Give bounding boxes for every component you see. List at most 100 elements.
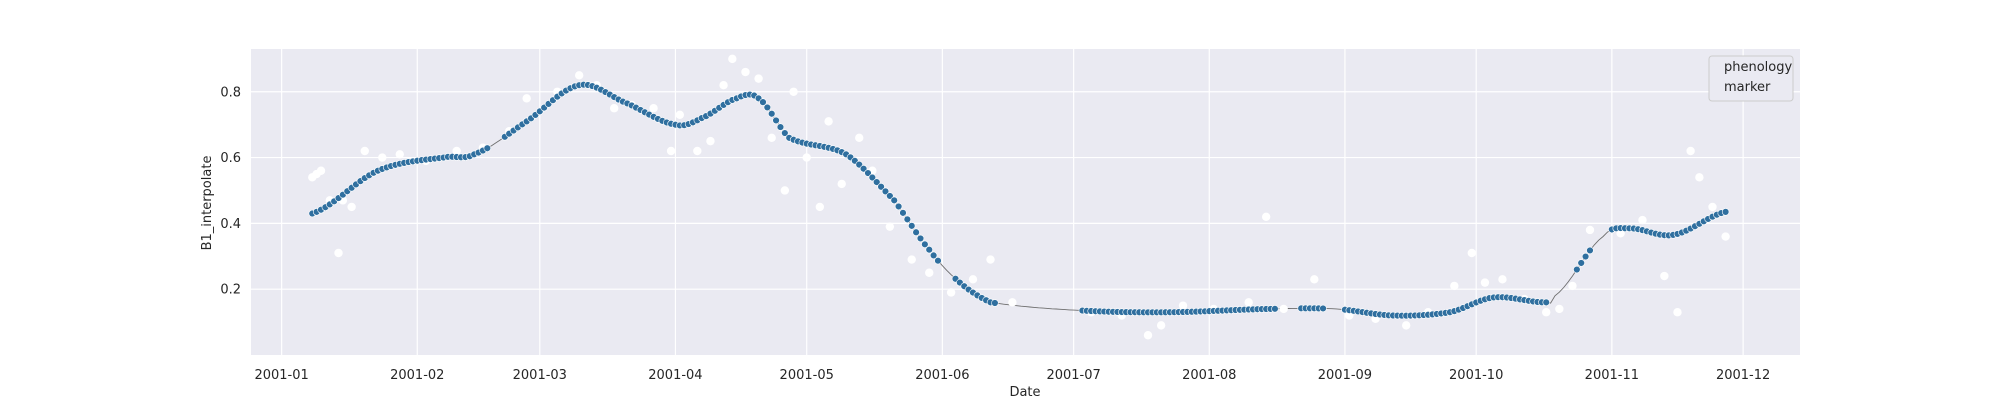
raw-observation-point	[1244, 298, 1253, 307]
interpolated-point	[772, 116, 780, 125]
raw-observation-point	[1450, 281, 1459, 291]
interpolated-points	[308, 80, 1730, 320]
legend-entry-phenology: phenology	[1724, 60, 1792, 75]
interpolated-point	[1581, 252, 1590, 261]
raw-observation-point	[1279, 304, 1288, 314]
x-tick-label: 2001-01	[254, 368, 308, 383]
interpolated-point	[1586, 246, 1594, 255]
raw-observation-point	[360, 146, 369, 156]
interpolated-point	[763, 103, 772, 112]
y-tick-label: 0.2	[220, 283, 241, 298]
raw-observation-point	[316, 166, 326, 175]
raw-observation-point	[452, 146, 461, 156]
raw-observation-point	[1498, 275, 1507, 284]
interpolated-point	[1319, 304, 1327, 313]
raw-observation-point	[986, 255, 995, 264]
interpolated-point	[1577, 259, 1585, 267]
interpolated-point	[912, 228, 920, 236]
raw-observation-point	[1695, 173, 1704, 182]
raw-observation-point	[780, 186, 790, 195]
x-tick-label: 2001-02	[390, 368, 444, 383]
raw-observation-point	[1143, 331, 1153, 340]
y-tick-label: 0.8	[220, 85, 241, 100]
x-tick-label: 2001-12	[1716, 368, 1770, 383]
interpolated-point	[929, 251, 938, 260]
x-tick-label: 2001-08	[1182, 368, 1236, 383]
raw-observation-point	[706, 136, 715, 146]
interpolated-point	[886, 192, 894, 200]
x-tick-label: 2001-09	[1318, 368, 1372, 383]
raw-observation-point	[395, 150, 404, 159]
interpolated-point	[921, 240, 929, 249]
raw-observation-point	[522, 94, 531, 103]
raw-observation-point	[1708, 202, 1717, 212]
raw-observation-point	[925, 268, 934, 277]
raw-observation-point	[1721, 232, 1730, 241]
interpolated-point	[1721, 208, 1730, 216]
interpolated-point	[1542, 298, 1550, 307]
raw-observation-point	[719, 80, 728, 90]
legend-box	[1708, 55, 1794, 102]
raw-observation-point	[1401, 321, 1411, 330]
raw-observation-point	[824, 117, 833, 126]
interpolated-point	[483, 144, 491, 152]
interpolated-point	[899, 209, 907, 217]
raw-observation-point	[1310, 275, 1319, 284]
plot-background	[251, 49, 1800, 355]
raw-observation-point	[837, 179, 846, 189]
raw-observation-point	[754, 74, 763, 83]
x-axis-ticks: 2001-01 2001-02 2001-03 2001-04 2001-05 2001-…	[254, 368, 1770, 383]
raw-observation-point	[1467, 248, 1477, 258]
y-tick-label: 0.4	[220, 217, 241, 232]
raw-observation-point	[1660, 271, 1669, 281]
raw-observation-point	[1568, 281, 1577, 291]
raw-observation-point	[378, 153, 387, 162]
raw-observation-point	[728, 54, 737, 64]
interpolated-point	[991, 299, 999, 307]
interpolated-point	[908, 222, 916, 230]
raw-observation-point	[1686, 146, 1695, 156]
interpolated-point	[877, 183, 885, 191]
raw-observation-point	[693, 146, 702, 156]
raw-observation-point	[1542, 308, 1551, 317]
x-tick-label: 2001-06	[915, 368, 969, 383]
x-tick-label: 2001-10	[1449, 368, 1503, 383]
raw-observation-point	[675, 110, 685, 120]
x-tick-label: 2001-11	[1585, 368, 1639, 383]
interpolated-point	[890, 196, 898, 205]
x-tick-label: 2001-07	[1046, 368, 1100, 383]
raw-observation-point	[855, 133, 864, 143]
interpolated-point	[781, 129, 789, 137]
raw-observation-point	[815, 202, 825, 212]
raw-observation-point	[789, 87, 798, 96]
raw-observation-point	[609, 104, 619, 113]
raw-observation-point	[1008, 298, 1017, 307]
raw-observation-point	[946, 288, 956, 297]
interpolated-point	[1271, 305, 1279, 313]
interpolated-point	[864, 169, 872, 177]
raw-observation-point	[767, 133, 776, 143]
legend: phenology marker	[1708, 55, 1794, 102]
x-tick-label: 2001-04	[648, 368, 702, 383]
interpolated-point	[934, 256, 942, 265]
legend-entry-marker: marker	[1724, 80, 1771, 95]
raw-observation-point	[1638, 215, 1647, 225]
raw-observation-point	[649, 104, 658, 113]
interpolated-point	[768, 110, 776, 118]
interpolated-point	[894, 202, 903, 211]
y-axis-ticks: 0.2 0.4 0.6 0.8	[220, 85, 241, 297]
interpolated-point	[881, 187, 890, 196]
interpolated-point	[868, 173, 877, 182]
raw-observation-point	[666, 146, 676, 156]
interpolated-point	[903, 215, 912, 224]
raw-observation-point	[347, 202, 356, 212]
raw-observation-point	[334, 248, 343, 258]
interpolated-point	[859, 165, 868, 173]
raw-observation-point	[574, 71, 584, 80]
interpolated-point	[873, 178, 881, 186]
raw-observation-point	[885, 222, 895, 231]
interpolated-point	[776, 123, 785, 131]
raw-observation-point	[907, 255, 916, 264]
interpolated-point	[1573, 265, 1581, 274]
